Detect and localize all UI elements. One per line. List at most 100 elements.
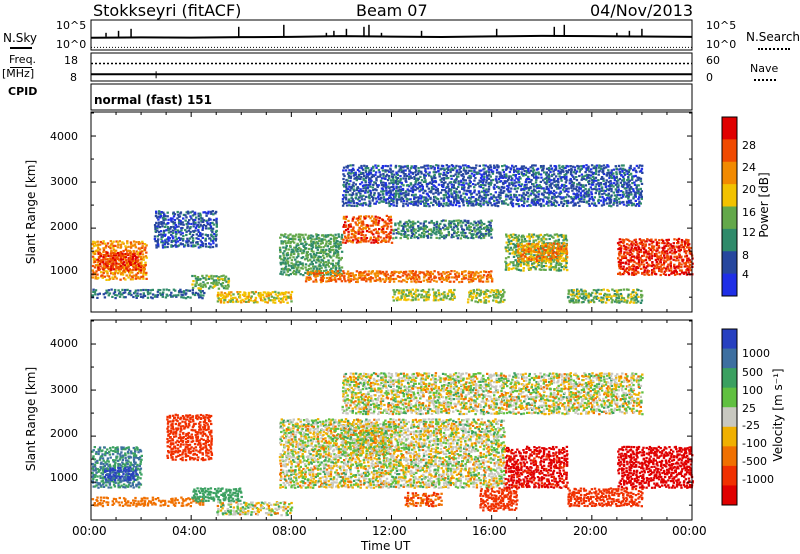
power-cell bbox=[414, 173, 418, 177]
power-cell bbox=[370, 219, 374, 222]
power-cell bbox=[620, 298, 623, 301]
power-cell bbox=[106, 291, 109, 294]
power-cell bbox=[385, 173, 389, 176]
power-cell bbox=[215, 221, 218, 224]
power-cell bbox=[457, 180, 460, 183]
power-cell bbox=[379, 175, 382, 178]
power-cell bbox=[520, 196, 524, 199]
power-cell bbox=[442, 271, 445, 274]
power-cell bbox=[469, 225, 473, 229]
power-cell bbox=[140, 268, 143, 271]
power-cell bbox=[412, 272, 415, 275]
power-cell bbox=[335, 262, 338, 265]
power-cell bbox=[666, 240, 669, 243]
power-cell bbox=[188, 232, 192, 235]
power-cell bbox=[347, 188, 350, 191]
power-cell bbox=[512, 261, 515, 264]
power-cell bbox=[467, 272, 470, 275]
power-cell bbox=[617, 257, 620, 260]
power-cell bbox=[558, 262, 561, 265]
power-cell bbox=[121, 258, 124, 261]
power-cell bbox=[641, 254, 644, 258]
power-cell bbox=[450, 236, 453, 239]
power-cell bbox=[678, 273, 682, 276]
power-cell bbox=[177, 222, 181, 225]
freq-label: Freq. bbox=[9, 53, 37, 66]
power-cell bbox=[97, 276, 100, 279]
power-cell bbox=[675, 245, 678, 248]
power-cell bbox=[206, 221, 209, 224]
power-cell bbox=[208, 242, 211, 245]
power-cell bbox=[488, 197, 491, 200]
power-cell bbox=[486, 165, 490, 168]
power-cell bbox=[503, 186, 506, 189]
power-cell bbox=[307, 267, 311, 271]
power-cell bbox=[442, 167, 445, 170]
power-cell bbox=[422, 222, 425, 225]
power-cell bbox=[368, 178, 371, 181]
power-cell bbox=[126, 249, 130, 252]
power-cell bbox=[126, 240, 129, 243]
power-cell bbox=[575, 295, 579, 298]
power-cell bbox=[454, 275, 458, 278]
power-cell bbox=[477, 196, 481, 199]
power-cell bbox=[623, 246, 626, 249]
power-cell bbox=[374, 276, 377, 279]
power-cell bbox=[658, 251, 661, 254]
power-cell bbox=[367, 181, 371, 184]
power-cell bbox=[652, 246, 655, 249]
power-cell bbox=[489, 227, 493, 230]
power-cell bbox=[347, 236, 350, 239]
power-cell bbox=[287, 234, 290, 237]
power-cell bbox=[556, 247, 559, 250]
power-cell bbox=[572, 297, 575, 300]
power-cell bbox=[156, 216, 159, 219]
power-cell bbox=[550, 266, 553, 269]
power-cell bbox=[377, 195, 380, 198]
power-cell bbox=[192, 280, 195, 283]
power-cell bbox=[659, 254, 662, 257]
power-cell bbox=[443, 237, 446, 240]
power-cell bbox=[355, 194, 358, 197]
power-cell bbox=[573, 294, 577, 297]
power-cell bbox=[542, 242, 546, 245]
power-cell bbox=[140, 258, 143, 261]
power-cell bbox=[191, 293, 195, 296]
power-cell bbox=[520, 236, 523, 239]
power-cell bbox=[356, 219, 360, 222]
power-cell bbox=[601, 301, 605, 304]
power-cell bbox=[650, 242, 654, 245]
power-cell bbox=[319, 264, 322, 268]
power-cell bbox=[375, 197, 378, 200]
power-cell bbox=[467, 270, 471, 273]
power-cell bbox=[146, 296, 150, 299]
power-cell bbox=[351, 192, 354, 195]
power-cell bbox=[478, 169, 481, 172]
power-cell bbox=[548, 257, 552, 260]
power-cell bbox=[424, 171, 428, 174]
power-cell bbox=[671, 271, 674, 274]
power-cell bbox=[457, 196, 460, 199]
power-cell bbox=[203, 211, 207, 214]
power-cell bbox=[160, 221, 163, 224]
power-cell bbox=[442, 194, 445, 197]
power-cell bbox=[522, 192, 525, 195]
power-cell bbox=[238, 294, 242, 297]
power-cell bbox=[458, 205, 461, 208]
power-cell bbox=[532, 258, 535, 261]
power-cell bbox=[279, 236, 282, 239]
power-cell bbox=[434, 299, 437, 302]
power-cell bbox=[500, 174, 504, 177]
power-cell bbox=[446, 183, 450, 186]
power-cell bbox=[389, 164, 393, 167]
power-cell bbox=[620, 267, 623, 270]
power-cell bbox=[475, 164, 478, 167]
power-cell bbox=[350, 194, 353, 197]
power-cell bbox=[366, 175, 369, 178]
power-cell bbox=[455, 171, 458, 174]
power-cell bbox=[377, 272, 380, 275]
power-cell bbox=[371, 199, 374, 202]
power-cell bbox=[196, 278, 200, 281]
power-cell bbox=[633, 272, 636, 275]
power-cell bbox=[393, 192, 396, 195]
